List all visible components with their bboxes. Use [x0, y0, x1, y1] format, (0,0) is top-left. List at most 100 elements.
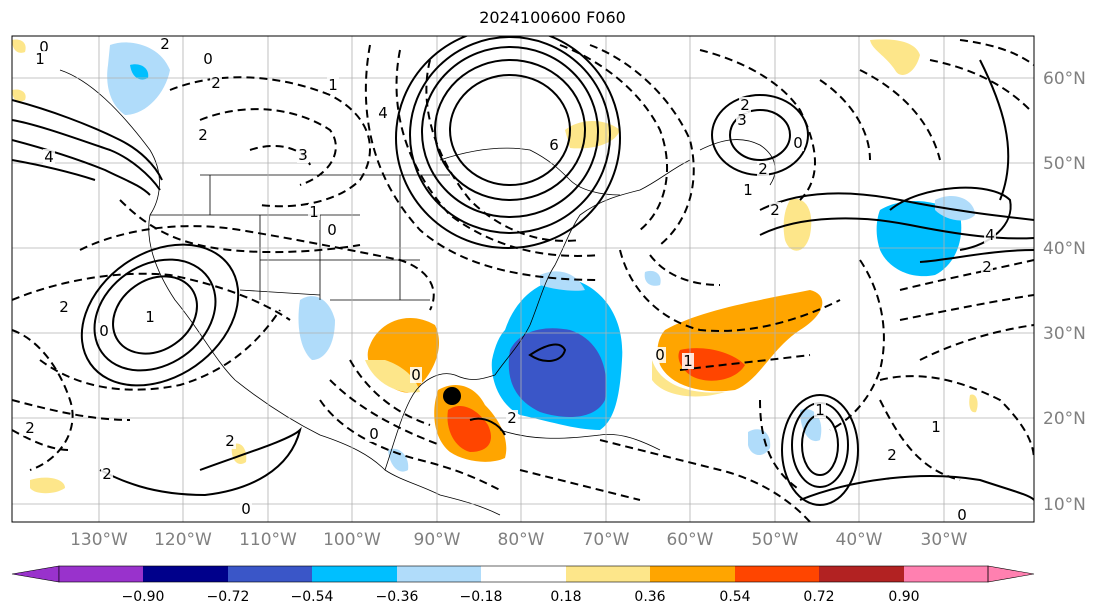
- solid-contours: [12, 36, 1034, 506]
- contour-label-bg: [327, 77, 339, 93]
- contour-label-bg: [34, 51, 46, 67]
- contour-label-bg: [769, 202, 781, 218]
- contour-label-bg: [308, 204, 320, 220]
- contour-label: 2: [507, 409, 517, 427]
- contour-label-bg: [410, 367, 422, 383]
- contour-label-bg: [326, 222, 338, 238]
- colorbar-tick-label: 0.72: [803, 589, 834, 605]
- pos-patch-greenland: [870, 39, 920, 75]
- lon-label: 120°W: [154, 530, 212, 550]
- contour-label: 0: [203, 50, 213, 68]
- storm-center-dot: [443, 387, 461, 405]
- contour-label-bg: [58, 299, 70, 315]
- lat-label: 10°N: [1043, 495, 1086, 515]
- contour-label: 1: [35, 50, 45, 68]
- lat-label: 20°N: [1043, 409, 1086, 429]
- lat-label: 40°N: [1043, 239, 1086, 259]
- contour-label-bg: [98, 323, 110, 339]
- contour-label: 2: [887, 446, 897, 464]
- contour-label: 4: [44, 148, 54, 166]
- neg-patch-texas: [298, 296, 335, 360]
- contour-label-bg: [224, 433, 236, 449]
- contour-label-bg: [506, 410, 518, 426]
- contour-label: 4: [378, 104, 388, 122]
- latitude-axis: 60°N 50°N 40°N 30°N 20°N 10°N: [1043, 69, 1086, 515]
- lon-label: 100°W: [323, 530, 381, 550]
- contour-label: 0: [99, 322, 109, 340]
- contour-label: 2: [102, 465, 112, 483]
- lon-label: 60°W: [667, 530, 714, 550]
- shaded-anomalies: [12, 39, 978, 494]
- contour-label-bg: [144, 309, 156, 325]
- pos-patch-central-atl: [783, 199, 812, 251]
- colorbar-extend-min: [11, 565, 60, 583]
- colorbar-segment: [650, 566, 735, 582]
- contour-label-bg: [43, 149, 55, 165]
- neg-patch-atlantic-20n: [748, 429, 771, 456]
- colorbar-extend-max: [987, 565, 1035, 583]
- colorbar-tick-label: −0.36: [376, 589, 419, 605]
- lon-label: 130°W: [70, 530, 128, 550]
- contour-label: 0: [39, 38, 49, 56]
- contour-label: 0: [793, 134, 803, 152]
- contour-label: 0: [411, 366, 421, 384]
- contour-label: 6: [549, 136, 559, 154]
- contour-label-bg: [930, 419, 942, 435]
- contour-label: 1: [328, 76, 338, 94]
- colorbar-segment: [566, 566, 650, 582]
- contour-label-bg: [101, 466, 113, 482]
- contour-label-bg: [297, 147, 309, 163]
- contour-label-bg: [377, 105, 389, 121]
- coastlines: [59, 69, 776, 516]
- contour-label: 1: [145, 308, 155, 326]
- pos-region-atlantic-core: [678, 348, 745, 381]
- contour-label-bg: [197, 127, 209, 143]
- dashed-contours: [12, 39, 1034, 522]
- colorbar-tick-label: −0.90: [122, 589, 165, 605]
- neg-region-east-atlantic: [876, 200, 962, 277]
- neg-region-gulf-edge: [540, 271, 585, 291]
- contour-label: 0: [655, 346, 665, 364]
- contour-label-bg: [548, 137, 560, 153]
- colorbar-tick-label: 0.90: [888, 589, 919, 605]
- contour-label: 2: [758, 160, 768, 178]
- contour-label-bg: [886, 447, 898, 463]
- colorbar-segment: [397, 566, 481, 582]
- contour-label: 1: [931, 418, 941, 436]
- colorbar-segment: [143, 566, 228, 582]
- contour-label-bg: [742, 182, 754, 198]
- contour-label: 2: [198, 126, 208, 144]
- lat-label: 60°N: [1043, 69, 1086, 89]
- contour-label-bg: [956, 507, 968, 523]
- contour-label-bg: [984, 227, 996, 243]
- contour-label-bg: [210, 75, 222, 91]
- contour-label-bg: [757, 161, 769, 177]
- colorbar-tick-label: 0.54: [719, 589, 750, 605]
- neg-patch-small: [644, 270, 661, 286]
- pos-region-mexico-edge: [365, 360, 420, 393]
- colorbar-segment: [735, 566, 819, 582]
- contour-label: 3: [737, 111, 747, 129]
- map-area: [12, 36, 1034, 522]
- contour-label-bg: [654, 347, 666, 363]
- colorbar-tick-label: −0.18: [460, 589, 503, 605]
- neg-region-east-atlantic-edge: [935, 195, 975, 221]
- map-border: [11, 35, 1035, 523]
- lon-label: 30°W: [921, 530, 968, 550]
- map-title: 2024100600 F060: [479, 8, 626, 27]
- colorbar-segment: [481, 566, 566, 582]
- contour-label-bg: [736, 112, 748, 128]
- contour-label: 2: [225, 432, 235, 450]
- colorbar: [11, 565, 1035, 583]
- pos-region-storm-core: [447, 405, 491, 452]
- longitude-axis: 130°W 120°W 110°W 100°W 90°W 80°W 70°W 6…: [70, 530, 968, 550]
- contour-label: 1: [815, 401, 825, 419]
- colorbar-tick-label: 0.18: [550, 589, 581, 605]
- contour-label: 0: [957, 506, 967, 524]
- lon-label: 50°W: [752, 530, 799, 550]
- contour-label-bg: [202, 51, 214, 67]
- colorbar-labels: −0.90 −0.72 −0.54 −0.36 −0.18 0.18 0.36 …: [122, 589, 920, 605]
- contour-label-bg: [682, 353, 694, 369]
- contour-label: 3: [298, 146, 308, 164]
- contour-label: 0: [327, 221, 337, 239]
